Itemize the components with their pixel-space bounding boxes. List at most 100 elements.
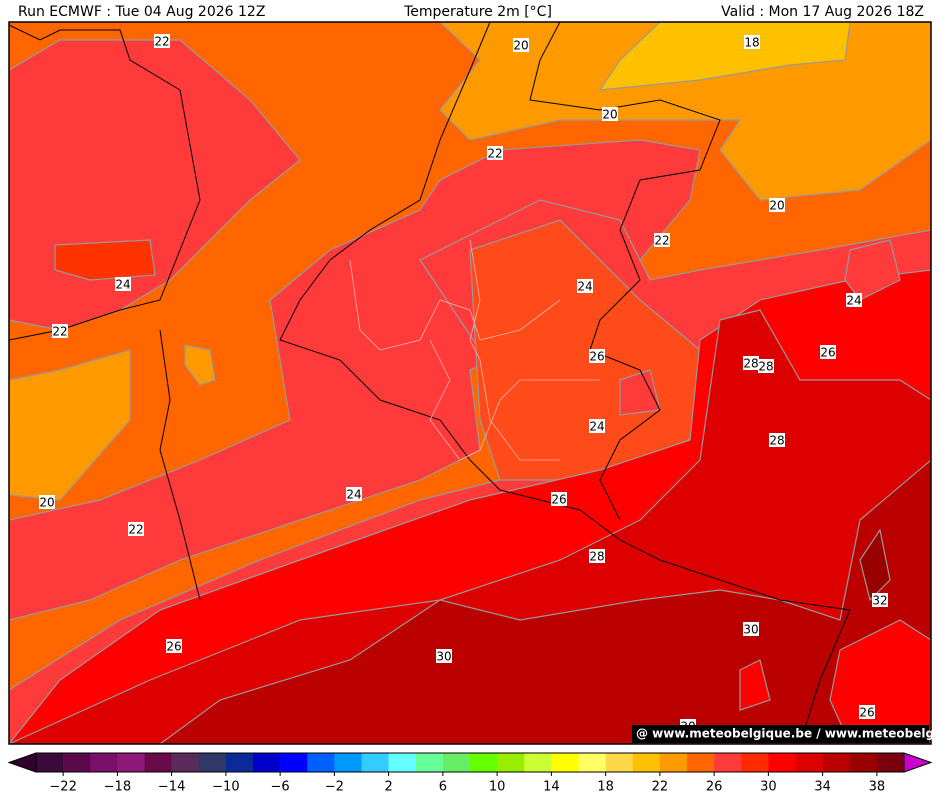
- colorbar-swatch: [497, 753, 525, 772]
- contour-label-box: [39, 495, 55, 509]
- contour-label-box: [154, 34, 170, 48]
- contour-label: 20: [602, 108, 617, 122]
- contour-label: 24: [346, 488, 361, 502]
- colorbar-swatch: [768, 753, 796, 772]
- contour-label-box: [166, 639, 182, 653]
- colorbar-tick-label: 30: [760, 780, 777, 795]
- colorbar-tick-label: −10: [212, 780, 239, 795]
- contour-label-box: [846, 293, 862, 307]
- colorbar-swatch: [117, 753, 145, 772]
- colorbar-tick-label: 26: [706, 780, 723, 795]
- colorbar-swatch: [551, 753, 579, 772]
- colorbar-tick-label: 22: [652, 780, 669, 795]
- contour-label-box: [589, 549, 605, 563]
- contour-label-box: [436, 649, 452, 663]
- contour-label-box: [769, 198, 785, 212]
- contour-labels: 22 20 18 20 22 20 22 24 24 22 24 26 28 28 26 24 28 20 24 26…: [39, 34, 888, 734]
- contour-label: 24: [577, 280, 592, 294]
- colorbar-swatch: [36, 753, 64, 772]
- contour-label: 28: [769, 434, 784, 448]
- colorbar-swatch: [687, 753, 715, 772]
- colorbar-swatch: [795, 753, 823, 772]
- colorbar-tick-label: 10: [489, 780, 506, 795]
- contour-label: 20: [769, 199, 784, 213]
- colorbar-swatch: [280, 753, 308, 772]
- contour-label-box: [872, 593, 888, 607]
- colorbar-swatch: [822, 753, 851, 772]
- contour-label-box: [602, 107, 618, 121]
- contour-label: 28: [758, 360, 773, 374]
- colorbar-swatch: [741, 753, 769, 772]
- colorbar-tick-label: −18: [104, 780, 131, 795]
- contour-label: 26: [820, 346, 835, 360]
- colorbar-tick-label: 2: [384, 780, 392, 795]
- contour-label: 24: [846, 294, 861, 308]
- contour-label: 24: [115, 278, 130, 292]
- colorbar-swatch: [225, 753, 254, 772]
- colorbar-swatch: [198, 753, 227, 772]
- colorbar-tick-label: 18: [597, 780, 614, 795]
- colorbar-swatch: [659, 753, 688, 772]
- header-right: Valid : Mon 17 Aug 2026 18Z: [721, 4, 924, 20]
- contour-label-box: [654, 233, 670, 247]
- watermark-box: [632, 725, 929, 743]
- temperature-field: [8, 21, 931, 745]
- contour-label-box: [769, 433, 785, 447]
- contour-label: 20: [513, 39, 528, 53]
- colorbar-swatch: [524, 753, 552, 772]
- colorbar-tick-label: −14: [158, 780, 185, 795]
- contour-label: 22: [654, 234, 669, 248]
- header-left: Run ECMWF : Tue 04 Aug 2026 12Z: [18, 4, 265, 20]
- contour-label-box: [589, 419, 605, 433]
- contour-label-box: [128, 522, 144, 536]
- colorbar-swatch: [876, 753, 905, 772]
- contour-label: 26: [551, 493, 566, 507]
- colorbar-swatch: [63, 753, 91, 772]
- colorbar-tick-label: 34: [814, 780, 831, 795]
- colorbar-swatch: [144, 753, 172, 772]
- contour-label: 22: [128, 523, 143, 537]
- contour-label: 30: [436, 650, 451, 664]
- contour-label: 18: [744, 36, 759, 50]
- contour-label-box: [743, 622, 759, 636]
- colorbar-swatch: [307, 753, 335, 772]
- colorbar-swatch: [849, 753, 878, 772]
- colorbar-swatch: [334, 753, 362, 772]
- colorbar-swatch: [388, 753, 417, 772]
- header-title: Temperature 2m [°C]: [403, 4, 552, 20]
- contour-label: 22: [52, 325, 67, 339]
- contour-label-box: [513, 38, 529, 52]
- contour-label: 24: [589, 420, 604, 434]
- colorbar-swatch: [714, 753, 742, 772]
- contour-label: 26: [859, 706, 874, 720]
- contour-label: 30: [743, 623, 758, 637]
- contour-label: 22: [154, 35, 169, 49]
- contour-label: 26: [589, 350, 604, 364]
- colorbar-frame: [35, 752, 905, 773]
- colorbar-swatch: [253, 753, 281, 772]
- colorbar-above: [903, 752, 933, 773]
- contour-label-box: [758, 359, 774, 373]
- contour-label: 20: [39, 496, 54, 510]
- colorbar-swatch: [470, 753, 498, 772]
- colorbar: −22 −18 −14 −10 −6 −2 2 6 10 14 18 22 26 30 34 38: [7, 752, 933, 795]
- colorbar-tick-label: −6: [271, 780, 290, 795]
- colorbar-tick-label: 38: [869, 780, 886, 795]
- colorbar-swatch: [171, 753, 200, 772]
- watermark: @ www.meteobelgique.be / www.meteobelgie…: [636, 727, 940, 741]
- colorbar-swatch: [632, 753, 661, 772]
- contour-label-box: [589, 349, 605, 363]
- map-frame: [8, 21, 932, 745]
- contour-label: 28: [589, 550, 604, 564]
- contour-label: 22: [487, 147, 502, 161]
- contour-label-box: [487, 146, 503, 160]
- colorbar-swatch: [578, 753, 606, 772]
- colorbar-swatch: [605, 753, 634, 772]
- contour-label-box: [859, 705, 875, 719]
- colorbar-tick-label: −22: [49, 780, 76, 795]
- contour-label-box: [551, 492, 567, 506]
- contour-label: 26: [166, 640, 181, 654]
- contour-label-box: [820, 345, 836, 359]
- colorbar-swatch: [90, 753, 118, 772]
